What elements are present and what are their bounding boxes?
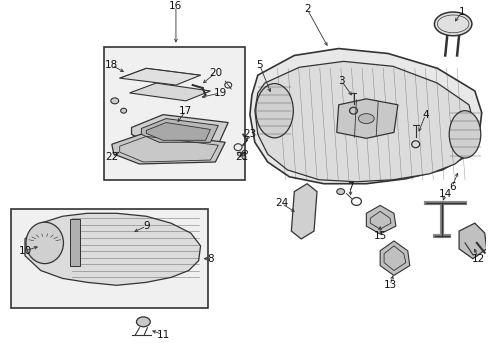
Text: 1: 1 [458, 7, 465, 17]
Polygon shape [254, 61, 474, 182]
Text: 12: 12 [471, 254, 485, 264]
Text: 4: 4 [421, 110, 428, 120]
Text: 11: 11 [156, 330, 169, 339]
Bar [104, 46, 244, 180]
Text: 18: 18 [105, 60, 118, 70]
Ellipse shape [433, 12, 471, 36]
Text: 22: 22 [105, 152, 118, 162]
Text: 16: 16 [169, 1, 182, 11]
Ellipse shape [26, 222, 63, 264]
Text: 8: 8 [207, 254, 213, 264]
Polygon shape [366, 206, 395, 234]
Text: 17: 17 [179, 106, 192, 116]
Polygon shape [25, 213, 200, 285]
Text: 3: 3 [338, 76, 344, 86]
Text: 23: 23 [243, 129, 256, 139]
Text: 9: 9 [142, 221, 149, 231]
Text: 20: 20 [208, 68, 222, 78]
Polygon shape [129, 83, 210, 101]
Text: 5: 5 [256, 60, 263, 70]
Text: 24: 24 [274, 198, 287, 208]
Ellipse shape [242, 155, 245, 159]
Polygon shape [112, 132, 225, 164]
Polygon shape [379, 241, 409, 275]
Ellipse shape [448, 111, 480, 158]
Text: 2: 2 [303, 4, 310, 14]
Ellipse shape [358, 114, 373, 123]
Ellipse shape [237, 152, 242, 156]
Bar [11, 210, 208, 308]
Text: 13: 13 [383, 280, 396, 290]
Ellipse shape [121, 108, 126, 113]
Polygon shape [131, 114, 228, 144]
Polygon shape [336, 99, 397, 138]
Ellipse shape [255, 84, 293, 138]
Text: 14: 14 [438, 189, 451, 199]
Polygon shape [458, 223, 486, 259]
Polygon shape [141, 118, 218, 142]
Polygon shape [249, 49, 481, 184]
Text: 6: 6 [448, 182, 454, 192]
Polygon shape [70, 219, 80, 266]
Ellipse shape [136, 317, 150, 327]
Ellipse shape [336, 189, 344, 194]
Text: 10: 10 [19, 246, 32, 256]
Text: 19: 19 [213, 88, 226, 98]
Ellipse shape [111, 98, 119, 104]
Polygon shape [120, 68, 200, 85]
Text: 15: 15 [373, 231, 386, 241]
Text: 21: 21 [235, 152, 248, 162]
Text: 7: 7 [346, 182, 353, 192]
Polygon shape [291, 184, 316, 239]
Polygon shape [146, 122, 210, 140]
